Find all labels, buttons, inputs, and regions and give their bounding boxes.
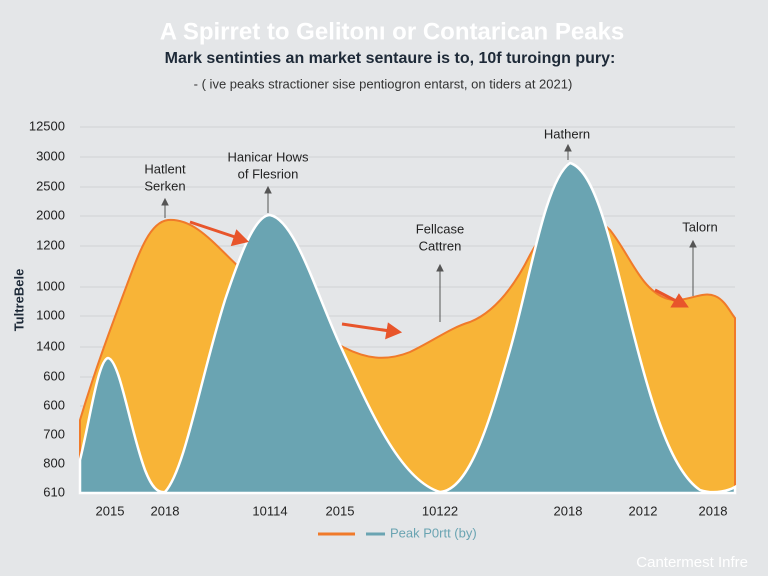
y-tick-label: 700	[43, 426, 65, 441]
pointer-lines	[161, 143, 697, 322]
y-axis-title: TultreBele	[11, 269, 26, 332]
annotation: Cattren	[419, 238, 462, 253]
x-tick-label: 2018	[151, 503, 180, 518]
chart-subtitle: Mark sentinties an market sentaure is to…	[165, 50, 616, 67]
x-tick-label: 10114	[252, 503, 287, 518]
legend-label: Peak P0rtt (by)	[390, 525, 477, 540]
annotation: Fellcase	[416, 221, 464, 236]
x-tick-label: 2012	[629, 503, 658, 518]
annotations: Hatlent Serken Hanicar Hows of Flesrion Fell…	[144, 126, 717, 253]
y-tick-label: 1400	[36, 338, 65, 353]
annotation: Hanicar Hows	[228, 149, 309, 164]
y-tick-label: 600	[43, 368, 65, 383]
trend-arrows	[189, 220, 689, 340]
y-tick-label: 1200	[36, 237, 65, 252]
y-tick-label: 1000	[36, 278, 65, 293]
x-tick-label: 2015	[96, 503, 125, 518]
chart-caption: - ( ive peaks stractioner sise pentiogro…	[194, 76, 573, 91]
blue-area	[78, 161, 737, 495]
annotation: Hathern	[544, 126, 590, 141]
annotation: Talorn	[682, 219, 717, 234]
annotation: of Flesrion	[238, 166, 299, 181]
y-tick-label: 800	[43, 455, 65, 470]
y-tick-label: 610	[43, 484, 65, 499]
y-tick-label: 3000	[36, 148, 65, 163]
x-tick-label: 10122	[422, 503, 458, 518]
watermark: Cantermest Infre	[636, 554, 748, 571]
y-tick-label: 2500	[36, 178, 65, 193]
x-tick-label: 2015	[326, 503, 355, 518]
y-tick-label: 600	[43, 397, 65, 412]
annotation: Hatlent	[144, 161, 186, 176]
x-tick-label: 2018	[554, 503, 583, 518]
annotation: Serken	[144, 178, 185, 193]
y-tick-label: 2000	[36, 207, 65, 222]
x-tick-label: 2018	[699, 503, 728, 518]
chart-title: A Spirret to Gelitonı or Contarican Peak…	[160, 18, 625, 45]
y-tick-label: 1000	[36, 307, 65, 322]
y-tick-label: 12500	[29, 118, 65, 133]
